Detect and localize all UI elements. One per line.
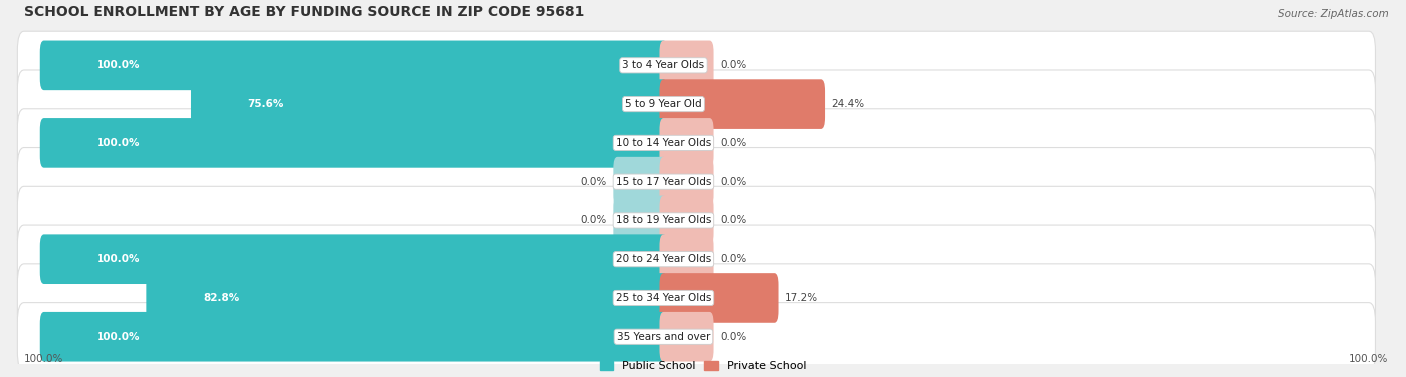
FancyBboxPatch shape <box>39 118 668 168</box>
FancyBboxPatch shape <box>613 157 668 207</box>
Text: 100.0%: 100.0% <box>97 60 141 70</box>
Text: 24.4%: 24.4% <box>831 99 865 109</box>
FancyBboxPatch shape <box>17 264 1375 332</box>
Text: 15 to 17 Year Olds: 15 to 17 Year Olds <box>616 177 711 187</box>
FancyBboxPatch shape <box>17 186 1375 254</box>
Text: 0.0%: 0.0% <box>581 177 607 187</box>
Text: 100.0%: 100.0% <box>97 138 141 148</box>
FancyBboxPatch shape <box>17 70 1375 138</box>
FancyBboxPatch shape <box>659 41 714 90</box>
Text: 0.0%: 0.0% <box>720 332 747 342</box>
FancyBboxPatch shape <box>39 234 668 284</box>
Text: 0.0%: 0.0% <box>720 177 747 187</box>
FancyBboxPatch shape <box>659 273 779 323</box>
Text: 5 to 9 Year Old: 5 to 9 Year Old <box>626 99 702 109</box>
Text: 100.0%: 100.0% <box>1350 354 1389 364</box>
FancyBboxPatch shape <box>659 157 714 207</box>
FancyBboxPatch shape <box>659 312 714 362</box>
Text: 18 to 19 Year Olds: 18 to 19 Year Olds <box>616 215 711 225</box>
Text: 35 Years and over: 35 Years and over <box>617 332 710 342</box>
FancyBboxPatch shape <box>659 196 714 245</box>
FancyBboxPatch shape <box>17 225 1375 293</box>
Text: 17.2%: 17.2% <box>785 293 818 303</box>
Text: 25 to 34 Year Olds: 25 to 34 Year Olds <box>616 293 711 303</box>
Text: 0.0%: 0.0% <box>720 215 747 225</box>
Text: 3 to 4 Year Olds: 3 to 4 Year Olds <box>623 60 704 70</box>
Text: 100.0%: 100.0% <box>97 254 141 264</box>
Text: 0.0%: 0.0% <box>720 60 747 70</box>
Text: 0.0%: 0.0% <box>720 254 747 264</box>
Text: 20 to 24 Year Olds: 20 to 24 Year Olds <box>616 254 711 264</box>
FancyBboxPatch shape <box>659 234 714 284</box>
Text: SCHOOL ENROLLMENT BY AGE BY FUNDING SOURCE IN ZIP CODE 95681: SCHOOL ENROLLMENT BY AGE BY FUNDING SOUR… <box>24 5 585 19</box>
Text: 82.8%: 82.8% <box>202 293 239 303</box>
FancyBboxPatch shape <box>191 79 668 129</box>
Text: 75.6%: 75.6% <box>247 99 284 109</box>
Text: 100.0%: 100.0% <box>97 332 141 342</box>
Legend: Public School, Private School: Public School, Private School <box>595 356 811 376</box>
FancyBboxPatch shape <box>613 196 668 245</box>
FancyBboxPatch shape <box>39 312 668 362</box>
Text: 0.0%: 0.0% <box>720 138 747 148</box>
FancyBboxPatch shape <box>17 147 1375 216</box>
FancyBboxPatch shape <box>17 109 1375 177</box>
FancyBboxPatch shape <box>659 118 714 168</box>
FancyBboxPatch shape <box>659 79 825 129</box>
FancyBboxPatch shape <box>17 303 1375 371</box>
FancyBboxPatch shape <box>39 41 668 90</box>
FancyBboxPatch shape <box>146 273 668 323</box>
Text: 0.0%: 0.0% <box>581 215 607 225</box>
Text: 10 to 14 Year Olds: 10 to 14 Year Olds <box>616 138 711 148</box>
Text: Source: ZipAtlas.com: Source: ZipAtlas.com <box>1278 9 1389 19</box>
Text: 100.0%: 100.0% <box>24 354 63 364</box>
FancyBboxPatch shape <box>17 31 1375 100</box>
